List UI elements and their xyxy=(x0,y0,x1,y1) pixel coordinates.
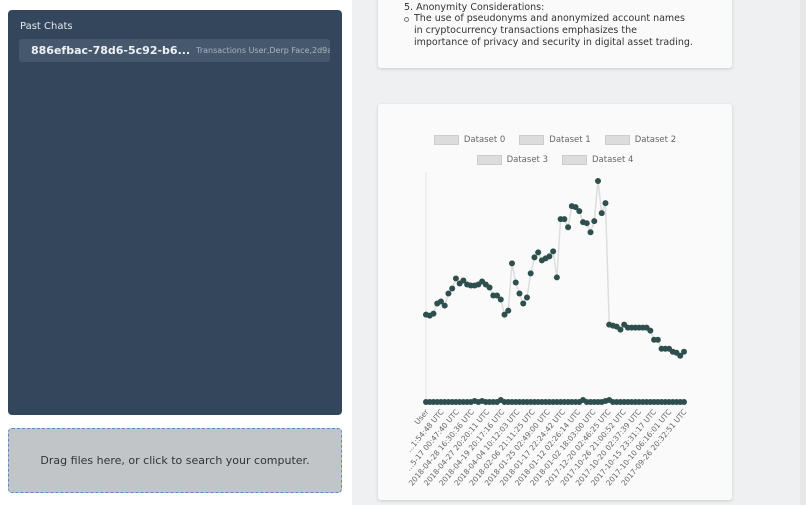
chat-summary: Transactions User,Derp Face,2d9a68... xyxy=(196,46,330,55)
data-point xyxy=(681,348,687,355)
data-point xyxy=(505,307,512,314)
bullet-icon xyxy=(404,17,409,22)
data-point xyxy=(595,178,601,184)
dropzone-label: Drag files here, or click to search your… xyxy=(40,454,310,467)
line-chart: User...1:54:48 UTC...5-17 00:47:40 UTC20… xyxy=(404,172,689,488)
legend-label: Dataset 2 xyxy=(634,135,677,145)
legend-row: Dataset 3 Dataset 4 xyxy=(378,155,732,165)
legend-item[interactable]: Dataset 0 xyxy=(433,135,506,145)
data-point xyxy=(550,248,557,255)
left-column: Past Chats 886efbac-78d6-5c92-b6... Tran… xyxy=(0,0,352,505)
data-point xyxy=(602,200,609,207)
scrollbar[interactable] xyxy=(800,0,806,505)
bullet-item: The use of pseudonyms and anonymized acc… xyxy=(404,13,694,49)
chat-id: 886efbac-78d6-5c92-b6... xyxy=(31,44,191,57)
data-point xyxy=(501,311,508,318)
legend-row: Dataset 0 Dataset 1 Dataset 2 xyxy=(378,135,732,145)
chart-card: Dataset 0 Dataset 1 Dataset 2 Dataset 3 Dat… xyxy=(378,104,732,500)
data-point xyxy=(452,275,459,282)
data-point xyxy=(516,290,523,297)
legend-item[interactable]: Dataset 1 xyxy=(519,135,591,145)
data-point xyxy=(460,277,467,284)
legend-swatch xyxy=(519,135,545,145)
legend-label: Dataset 1 xyxy=(549,135,591,145)
data-point xyxy=(681,399,687,405)
data-point xyxy=(509,260,515,267)
data-point xyxy=(441,302,448,309)
data-point xyxy=(591,218,598,225)
data-point xyxy=(647,327,654,334)
legend-swatch xyxy=(433,135,459,145)
data-point xyxy=(520,300,527,307)
data-point xyxy=(576,208,583,215)
data-point xyxy=(437,298,444,305)
data-point xyxy=(494,292,501,299)
data-point xyxy=(587,229,594,236)
data-point xyxy=(512,279,519,286)
data-point xyxy=(546,253,553,260)
data-point xyxy=(583,220,590,227)
data-point xyxy=(527,270,534,277)
message-card: 5. Anonymity Considerations: The use of … xyxy=(378,0,732,68)
chat-item[interactable]: 886efbac-78d6-5c92-b6... Transactions Us… xyxy=(19,39,330,62)
legend-item[interactable]: Dataset 2 xyxy=(604,135,677,145)
legend-label: Dataset 4 xyxy=(592,155,634,165)
legend-swatch xyxy=(476,155,502,165)
data-point xyxy=(445,290,452,297)
past-chats-title: Past Chats xyxy=(20,21,73,32)
legend-label: Dataset 0 xyxy=(463,135,506,145)
data-point xyxy=(535,249,542,256)
data-point xyxy=(677,352,684,359)
data-point xyxy=(598,210,605,217)
data-point xyxy=(572,204,579,211)
data-point xyxy=(617,326,624,333)
data-point xyxy=(486,284,493,291)
data-point xyxy=(430,310,437,317)
data-point xyxy=(561,216,568,223)
legend-item[interactable]: Dataset 3 xyxy=(476,155,548,165)
data-point xyxy=(449,285,456,292)
legend-item[interactable]: Dataset 4 xyxy=(562,155,633,165)
list-item: 5. Anonymity Considerations: xyxy=(404,2,545,13)
file-dropzone[interactable]: Drag files here, or click to search your… xyxy=(8,428,342,493)
data-point xyxy=(497,296,504,303)
legend-swatch xyxy=(562,155,587,165)
legend-label: Dataset 3 xyxy=(506,155,548,165)
data-point xyxy=(654,336,661,343)
data-point xyxy=(531,254,538,261)
past-chats-panel: Past Chats 886efbac-78d6-5c92-b6... Tran… xyxy=(8,10,342,415)
legend-swatch xyxy=(604,135,630,145)
data-point xyxy=(523,294,530,301)
data-point xyxy=(565,224,572,231)
data-point xyxy=(553,274,560,281)
